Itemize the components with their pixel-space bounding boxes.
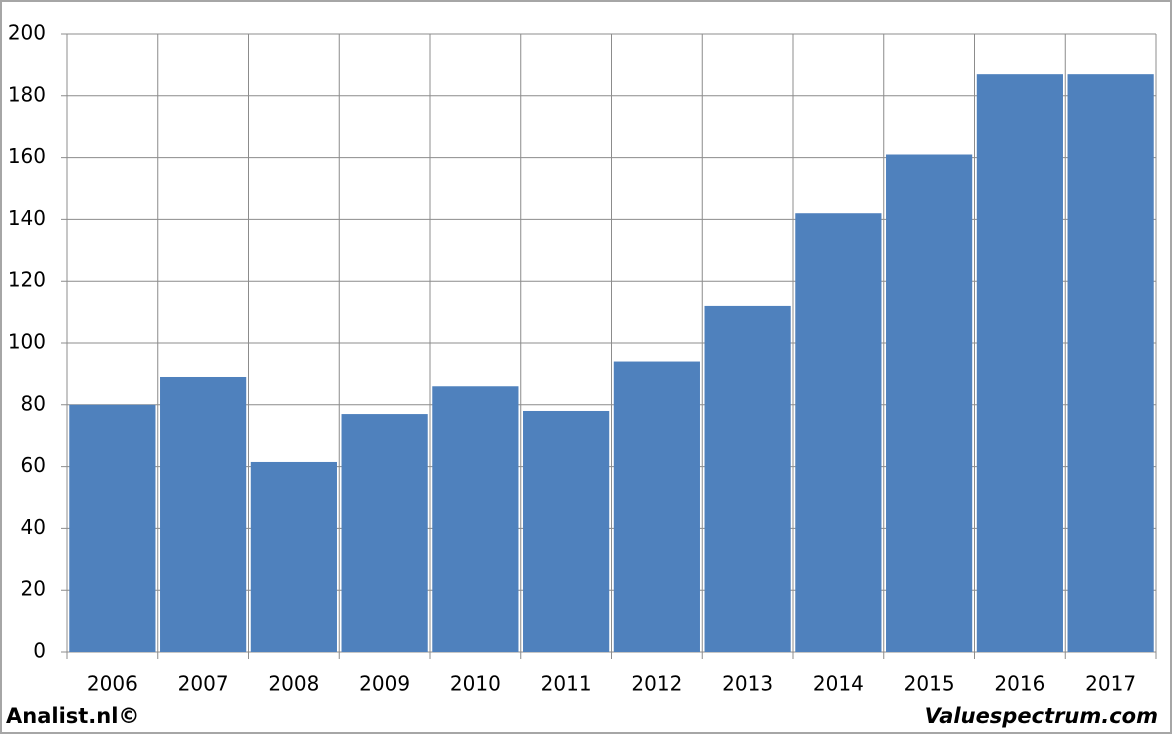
- y-tick-label: 0: [33, 639, 46, 663]
- bar: [613, 361, 700, 652]
- y-tick-label: 20: [21, 577, 46, 601]
- x-tick-label: 2012: [631, 672, 682, 696]
- y-tick-label: 160: [8, 144, 46, 168]
- x-tick-label: 2017: [1085, 672, 1136, 696]
- y-tick-label: 80: [21, 391, 46, 415]
- x-tick-label: 2008: [268, 672, 319, 696]
- y-tick-label: 200: [8, 21, 46, 45]
- x-tick-label: 2007: [178, 672, 229, 696]
- y-tick-label: 60: [21, 453, 46, 477]
- x-tick-label: 2009: [359, 672, 410, 696]
- x-tick-label: 2015: [904, 672, 955, 696]
- y-tick-label: 40: [21, 515, 46, 539]
- bar: [160, 376, 247, 652]
- y-tick-label: 120: [8, 268, 46, 292]
- bar: [704, 305, 791, 652]
- x-tick-label: 2016: [994, 672, 1045, 696]
- y-tick-label: 100: [8, 330, 46, 354]
- x-tick-label: 2013: [722, 672, 773, 696]
- bar: [432, 386, 519, 652]
- x-tick-label: 2014: [813, 672, 864, 696]
- bar: [250, 461, 337, 652]
- y-tick-label: 140: [8, 206, 46, 230]
- bar: [795, 213, 882, 652]
- bar: [1067, 74, 1154, 653]
- bar: [976, 74, 1063, 653]
- x-tick-label: 2006: [87, 672, 138, 696]
- bar: [341, 414, 428, 652]
- x-tick-label: 2011: [541, 672, 592, 696]
- bar: [886, 154, 973, 652]
- y-tick-label: 180: [8, 82, 46, 106]
- bar: [69, 404, 156, 652]
- footer-right: Valuespectrum.com: [925, 704, 1158, 728]
- footer-left: Analist.nl©: [6, 704, 139, 728]
- x-tick-label: 2010: [450, 672, 501, 696]
- bar: [523, 410, 610, 652]
